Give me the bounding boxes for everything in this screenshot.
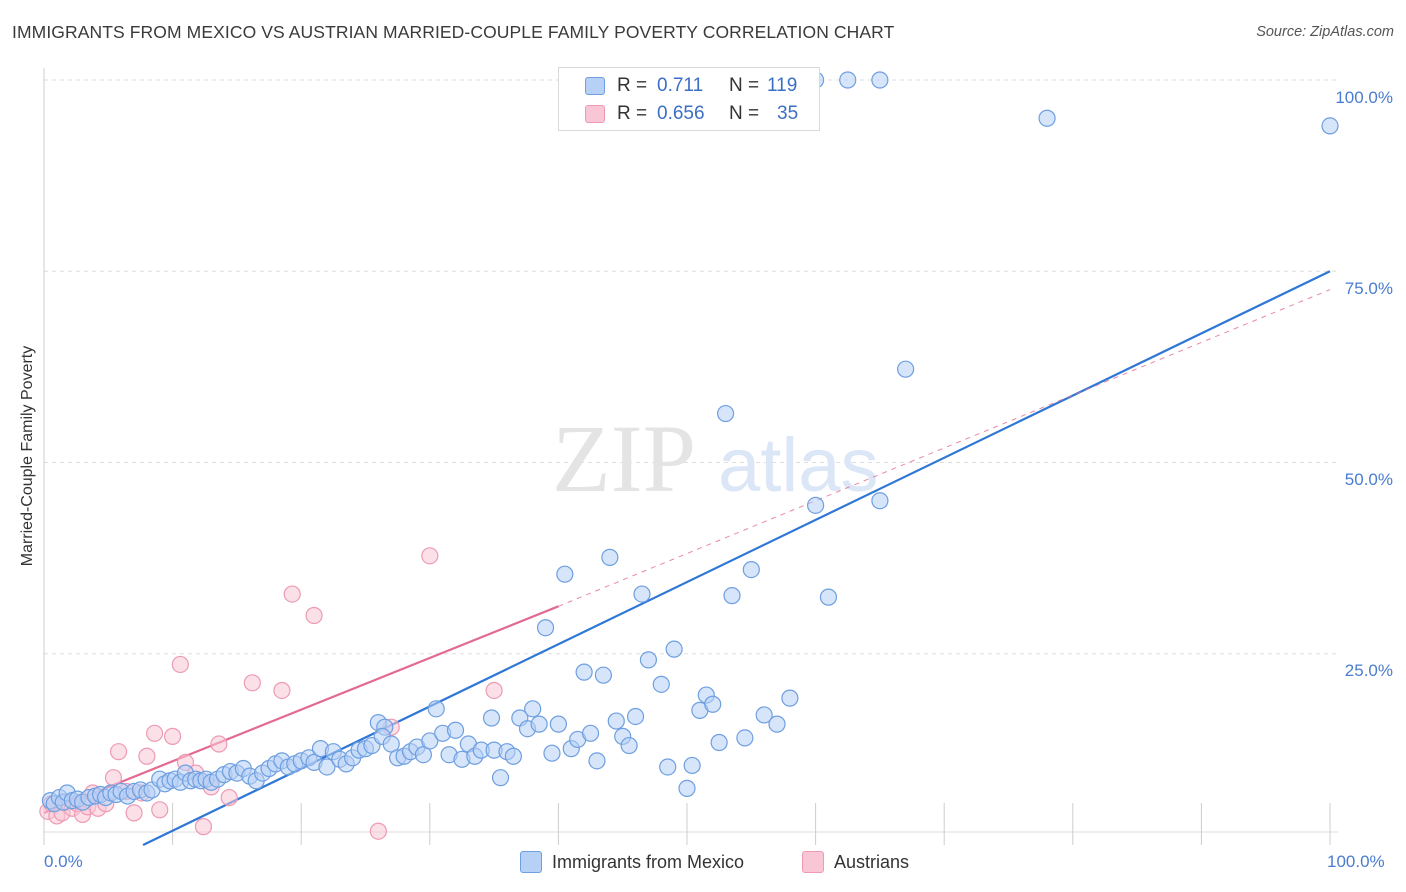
mexico-point bbox=[382, 735, 400, 753]
mexico-point bbox=[414, 746, 432, 764]
austrians-point bbox=[283, 585, 301, 603]
legend-n-label: N = bbox=[729, 75, 760, 96]
mexico-point bbox=[556, 565, 574, 583]
watermark-atlas: atlas bbox=[718, 423, 879, 508]
mexico-point bbox=[659, 758, 677, 776]
legend-r-value: 0.711 bbox=[657, 75, 704, 96]
x-tick-max: 100.0% bbox=[1327, 852, 1385, 871]
mexico-point bbox=[678, 779, 696, 797]
mexico-point bbox=[819, 588, 838, 606]
legend-n-label: N = bbox=[729, 103, 760, 124]
legend-n-value: 119 bbox=[767, 75, 798, 96]
austrians-trendline bbox=[43, 605, 559, 814]
mexico-point bbox=[524, 700, 542, 718]
bottom-swatch-blue bbox=[520, 851, 542, 873]
austrians-point bbox=[305, 606, 323, 625]
mexico-point bbox=[710, 733, 728, 752]
mexico-point bbox=[716, 404, 735, 423]
austrians-point bbox=[273, 681, 291, 700]
mexico-point bbox=[421, 732, 439, 750]
stats-legend: R = 0.711 N = 119 R = 0.656 N = 35 bbox=[558, 67, 820, 131]
mexico-point bbox=[504, 747, 522, 765]
mexico-point bbox=[736, 729, 754, 747]
legend-r-label: R = bbox=[617, 75, 648, 96]
mexico-point bbox=[482, 709, 501, 727]
mexico-point bbox=[755, 706, 773, 724]
mexico-point bbox=[491, 769, 510, 787]
austrians-point bbox=[138, 747, 156, 765]
mexico-point bbox=[871, 492, 889, 510]
mexico-point bbox=[607, 712, 625, 730]
y-tick-100: 100.0% bbox=[1335, 88, 1393, 107]
mexico-point bbox=[575, 663, 593, 681]
mexico-point bbox=[683, 756, 701, 775]
source-label: Source: ZipAtlas.com bbox=[1256, 24, 1394, 40]
bottom-legend-austrians: Austrians bbox=[802, 851, 909, 873]
mexico-point bbox=[620, 736, 638, 755]
gridlines bbox=[43, 68, 1338, 845]
mexico-point bbox=[1321, 117, 1339, 135]
bottom-legend-mexico: Immigrants from Mexico bbox=[520, 851, 744, 873]
mexico-point bbox=[588, 752, 606, 770]
mexico-point bbox=[427, 700, 445, 718]
legend-r-label: R = bbox=[617, 103, 648, 124]
bottom-swatch-pink bbox=[802, 851, 824, 873]
austrians-point bbox=[220, 788, 238, 807]
mexico-point bbox=[781, 689, 799, 707]
mexico-point bbox=[639, 651, 658, 669]
legend-swatch-blue bbox=[585, 77, 605, 95]
mexico-point bbox=[742, 560, 760, 579]
austrians-point bbox=[171, 655, 189, 674]
bottom-legend-austrians-label: Austrians bbox=[834, 851, 910, 872]
mexico-points bbox=[41, 71, 1339, 813]
mexico-point bbox=[549, 715, 568, 733]
y-tick-50: 50.0% bbox=[1344, 470, 1393, 489]
mexico-point bbox=[446, 721, 465, 739]
y-tick-75: 75.0% bbox=[1344, 279, 1393, 298]
watermark-zip: ZIP bbox=[552, 405, 696, 512]
austrians-point bbox=[243, 674, 261, 692]
mexico-point bbox=[723, 587, 741, 605]
mexico-point bbox=[536, 619, 555, 637]
legend-swatch-pink bbox=[585, 105, 605, 123]
mexico-point bbox=[665, 640, 683, 658]
austrians-point bbox=[485, 681, 503, 700]
mexico-point bbox=[626, 707, 645, 726]
mexico-point bbox=[601, 548, 619, 566]
mexico-point bbox=[318, 758, 336, 776]
bottom-legend-mexico-label: Immigrants from Mexico bbox=[552, 851, 745, 872]
mexico-point bbox=[704, 695, 722, 713]
austrians-point bbox=[145, 724, 164, 742]
mexico-point bbox=[897, 360, 915, 378]
mexico-point bbox=[768, 715, 786, 733]
mexico-point bbox=[543, 744, 561, 762]
austrians-point bbox=[194, 818, 213, 836]
mexico-point bbox=[530, 715, 548, 733]
austrians-point bbox=[151, 801, 169, 819]
y-tick-25: 25.0% bbox=[1344, 661, 1393, 680]
mexico-point bbox=[839, 71, 857, 89]
chart-title: IMMIGRANTS FROM MEXICO VS AUSTRIAN MARRI… bbox=[12, 22, 895, 42]
austrians-point bbox=[421, 547, 439, 565]
austrians-point bbox=[369, 822, 387, 840]
mexico-point bbox=[594, 666, 613, 684]
austrians-point bbox=[164, 727, 182, 745]
legend-n-value: 35 bbox=[777, 103, 799, 124]
legend-row-austrians: R = 0.656 N = 35 bbox=[585, 101, 798, 127]
legend-r-value: 0.656 bbox=[657, 103, 705, 124]
mexico-point bbox=[806, 496, 825, 514]
x-tick-min: 0.0% bbox=[44, 852, 83, 871]
mexico-point bbox=[633, 585, 651, 603]
mexico-point bbox=[1038, 109, 1056, 127]
legend-row-mexico: R = 0.711 N = 119 bbox=[585, 73, 797, 99]
mexico-point bbox=[581, 724, 600, 742]
mexico-point bbox=[652, 675, 670, 693]
austrians-point bbox=[125, 804, 143, 822]
mexico-point bbox=[871, 71, 889, 89]
austrians-point bbox=[109, 743, 128, 761]
austrians-point bbox=[210, 735, 228, 753]
